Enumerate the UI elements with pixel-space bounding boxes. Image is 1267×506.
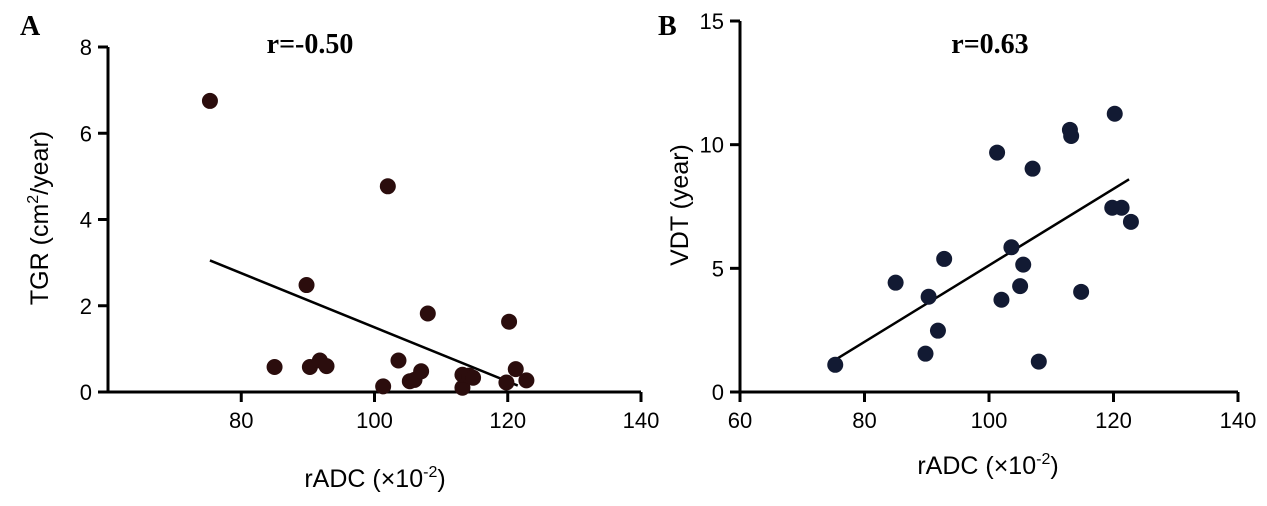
panel-a-x-tick-label: 80 xyxy=(229,408,253,433)
panel-b-data-point xyxy=(1063,128,1080,145)
panel-b-data-point xyxy=(936,250,953,267)
panel-a-data-point xyxy=(498,374,515,391)
panel-a-y-tick-label: 0 xyxy=(80,380,92,405)
panel-a-data-point xyxy=(201,92,218,109)
panel-a-data-point xyxy=(454,379,471,396)
panel-a-y-tick-label: 8 xyxy=(80,35,92,60)
panel-a-data-point xyxy=(266,358,283,375)
panel-a-y-axis-label: TGR (cm2/year) xyxy=(25,131,54,305)
panel-a-data-point xyxy=(379,178,396,195)
panel-b-x-tick-label: 140 xyxy=(1220,408,1257,433)
panel-b-y-tick-label: 10 xyxy=(700,133,724,158)
panel-a-x-tick-label: 120 xyxy=(489,408,526,433)
panel-a-correlation: r=-0.50 xyxy=(267,29,354,60)
panel-b-data-point xyxy=(917,345,934,362)
panel-b-data-point xyxy=(929,322,946,339)
panel-a-data-point xyxy=(419,305,436,322)
panel-b-data-point xyxy=(1113,199,1130,216)
panel-b-y-tick-label: 15 xyxy=(700,9,724,34)
panel-a-data-point xyxy=(390,352,407,369)
panel-b-x-tick-label: 120 xyxy=(1095,408,1132,433)
panel-a-data-point xyxy=(507,361,524,378)
panel-b-data-point xyxy=(887,274,904,291)
panel-b-data-point xyxy=(827,356,844,373)
panel-b-regression-line xyxy=(834,178,1130,361)
panel-a-data-point xyxy=(375,378,392,395)
panel-b-data-point xyxy=(1024,160,1041,177)
panel-a-x-axis-label: rADC (×10-2) xyxy=(304,464,445,493)
panel-b-y-tick-label: 0 xyxy=(712,380,724,405)
panel-b-data-point xyxy=(1030,353,1047,370)
panel-b-y-axis-label: VDT (year) xyxy=(666,144,694,266)
panel-b-data-point xyxy=(1003,239,1020,256)
panel-b-data-point xyxy=(1073,283,1090,300)
panel-a-y-tick-label: 2 xyxy=(80,294,92,319)
panel-a-data-point xyxy=(318,358,335,375)
panel-b-y-tick-label: 5 xyxy=(712,256,724,281)
panel-a-data-point xyxy=(501,313,518,330)
panel-b-correlation: r=0.63 xyxy=(951,29,1028,60)
panel-b-data-point xyxy=(1012,278,1029,295)
panel-a-data-point xyxy=(518,372,535,389)
panel-b-x-tick-label: 80 xyxy=(852,408,876,433)
panel-b-x-tick-label: 100 xyxy=(971,408,1008,433)
panel-a-y-tick-label: 6 xyxy=(80,121,92,146)
panel-a-regression-line xyxy=(209,259,519,387)
panel-b-x-axis-label: rADC (×10-2) xyxy=(917,451,1058,480)
panel-a-data-point xyxy=(298,277,315,294)
panel-a-data-point xyxy=(413,363,430,380)
panel-b-data-point xyxy=(1015,256,1032,273)
panel-a-data-point xyxy=(465,369,482,386)
panel-b-label: B xyxy=(658,11,677,42)
panel-b-x-tick-label: 60 xyxy=(728,408,752,433)
panel-a-y-tick-label: 4 xyxy=(80,208,92,233)
panel-a-x-tick-label: 140 xyxy=(623,408,660,433)
panel-a-label: A xyxy=(20,11,41,42)
panel-a-x-tick-label: 100 xyxy=(356,408,393,433)
panel-b-data-point xyxy=(1106,105,1123,122)
panel-b-data-point xyxy=(989,144,1006,161)
panel-b-data-point xyxy=(993,291,1010,308)
panel-b-data-point xyxy=(1122,213,1139,230)
panel-b-chart: B r=0.63 0 5 10 15 60 80 100 120 140 rADC (×10-2… xyxy=(658,9,1256,480)
panel-b-data-point xyxy=(920,288,937,305)
